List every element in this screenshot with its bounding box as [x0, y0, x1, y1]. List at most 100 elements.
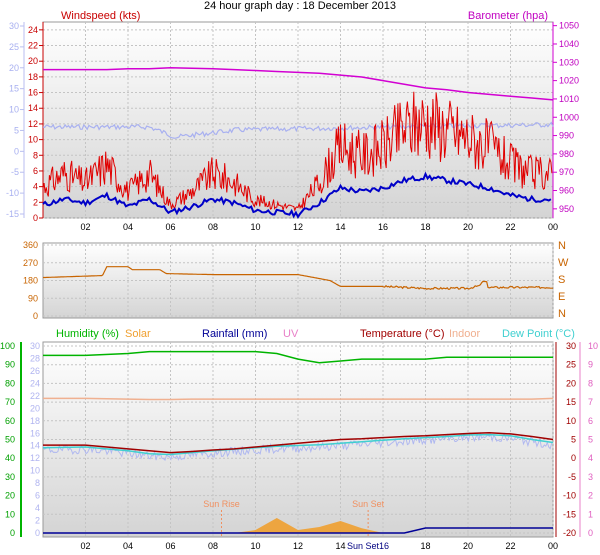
windspeed-axis-label: Windspeed (kts): [61, 10, 140, 22]
legend-temperature: Temperature (°C): [360, 328, 444, 340]
wind-x-tick-label: 16: [378, 222, 388, 232]
wind-x-tick-label: 10: [250, 222, 260, 232]
temp-tick-label: -20: [563, 528, 576, 538]
humidity-tick-label: 50: [5, 435, 15, 445]
thermo-x-tick-label: 08: [208, 541, 218, 551]
thermo-x-tick-label: 22: [505, 541, 515, 551]
uv-tick-label: 6: [588, 416, 593, 426]
dir-compass-label: E: [558, 291, 565, 303]
windspeed-series-line: [42, 91, 553, 212]
uv-tick-label: 4: [588, 453, 593, 463]
wind-x-tick-label: 18: [420, 222, 430, 232]
legend-uv: UV: [283, 328, 299, 340]
dir-tick-label: 0: [33, 311, 38, 321]
faint-tick-label: 10: [9, 105, 19, 115]
uv-tick-label: 1: [588, 509, 593, 519]
wind-x-tick-label: 04: [123, 222, 133, 232]
wind-average-line: [42, 171, 552, 219]
dir-tick-label: 270: [23, 258, 38, 268]
temp-tick-label: 15: [566, 397, 576, 407]
temp-tick-label: 25: [566, 360, 576, 370]
rain-tick-label: 20: [30, 403, 40, 413]
rain-tick-label: 30: [30, 341, 40, 351]
temperature-series-line: [43, 432, 554, 454]
baro-tick-label: 1010: [559, 94, 579, 104]
baro-tick-label: 960: [559, 186, 574, 196]
uv-tick-label: 10: [588, 341, 598, 351]
rain-tick-label: 8: [35, 478, 40, 488]
sun-rise-label: Sun Rise: [203, 499, 240, 509]
dir-tick-label: 180: [23, 276, 38, 286]
rain-tick-label: 12: [30, 453, 40, 463]
temp-tick-label: -15: [563, 509, 576, 519]
rain-tick-label: 0: [35, 528, 40, 538]
wind-tick-label: 4: [33, 182, 38, 192]
temp-tick-label: 30: [566, 341, 576, 351]
wind-tick-label: 6: [33, 166, 38, 176]
legend-solar: Solar: [125, 328, 151, 340]
temp-tick-label: 10: [566, 416, 576, 426]
faint-tick-label: 5: [14, 125, 19, 135]
thermo-x-tick-label: 10: [250, 541, 260, 551]
uv-tick-label: 8: [588, 378, 593, 388]
humidity-tick-label: 10: [5, 509, 15, 519]
thermo-x-tick-label: 18: [420, 541, 430, 551]
thermo-x-tick-label: 04: [123, 541, 133, 551]
baro-tick-label: 1000: [559, 112, 579, 122]
graph-title: 24 hour graph day : 18 December 2013: [203, 0, 397, 12]
wind-tick-label: 8: [33, 150, 38, 160]
rain-tick-label: 4: [35, 503, 40, 513]
baro-tick-label: 1020: [559, 76, 579, 86]
wind-tick-label: 0: [33, 213, 38, 223]
sun-set-label: Sun Set: [352, 499, 385, 509]
humidity-tick-label: 90: [5, 360, 15, 370]
thermo-x-tick-label: 06: [165, 541, 175, 551]
rain-tick-label: 2: [35, 516, 40, 526]
humidity-tick-label: 80: [5, 378, 15, 388]
wind-tick-label: 10: [28, 135, 38, 145]
wind-x-tick-label: 22: [505, 222, 515, 232]
rain-tick-label: 28: [30, 353, 40, 363]
legend-indoor: Indoor: [449, 328, 481, 340]
indoor-series-line: [43, 397, 554, 401]
faint-tick-label: 20: [9, 63, 19, 73]
baro-tick-label: 980: [559, 149, 574, 159]
dir-compass-label: S: [558, 274, 565, 286]
uv-tick-label: 2: [588, 491, 593, 501]
thermo-x-tick-label: 00: [548, 541, 558, 551]
wind-x-tick-label: 14: [335, 222, 345, 232]
rain-tick-label: 26: [30, 366, 40, 376]
baro-tick-label: 1030: [559, 57, 579, 67]
dir-compass-label: N: [558, 240, 566, 252]
barometer-series-line: [43, 67, 554, 101]
humidity-tick-label: 60: [5, 416, 15, 426]
faint-tick-label: 30: [9, 21, 19, 31]
rain-tick-label: 14: [30, 441, 40, 451]
legend-dew-point: Dew Point (°C): [502, 328, 575, 340]
rain-tick-label: 18: [30, 416, 40, 426]
apparent-temp-trace: [42, 121, 554, 139]
wind-x-tick-label: 20: [463, 222, 473, 232]
barometer-axis-label: Barometer (hpa): [468, 10, 548, 22]
faint-tick-label: 15: [9, 84, 19, 94]
thermo-x-tick-label: 12: [293, 541, 303, 551]
dew-point-series-line: [42, 433, 554, 456]
dir-compass-label: N: [558, 308, 566, 320]
humidity-tick-label: 20: [5, 491, 15, 501]
baro-tick-label: 950: [559, 204, 574, 214]
humidity-tick-label: 30: [5, 472, 15, 482]
wind-tick-label: 16: [28, 88, 38, 98]
wind-x-tick-label: 08: [208, 222, 218, 232]
baro-tick-label: 1050: [559, 21, 579, 31]
legend-rainfall: Rainfall (mm): [202, 328, 267, 340]
wind-tick-label: 18: [28, 72, 38, 82]
sun-set-axis-label: Sun Set16: [347, 541, 389, 551]
thermo-x-tick-label: 20: [463, 541, 473, 551]
wind-direction-series-line: [43, 266, 553, 291]
wind-tick-label: 20: [28, 56, 38, 66]
wind-x-tick-label: 06: [165, 222, 175, 232]
rainfall-series-line: [43, 527, 553, 534]
rain-tick-label: 24: [30, 378, 40, 388]
